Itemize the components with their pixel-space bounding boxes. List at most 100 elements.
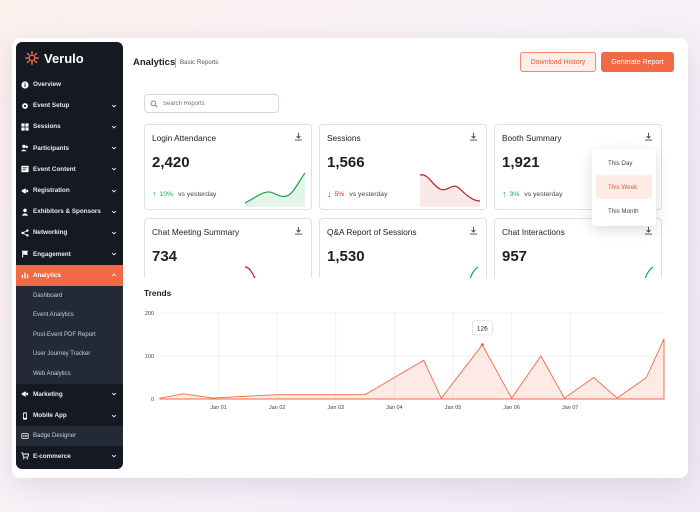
card-title: Sessions — [327, 133, 361, 143]
x-tick-label: Jan 01 — [210, 405, 227, 411]
sparkline-down — [244, 266, 256, 280]
chevron-down-icon — [111, 210, 117, 214]
dropdown-option-this-month[interactable]: This Month — [608, 207, 639, 215]
share-icon — [21, 229, 29, 237]
submenu-item-badge-designer[interactable]: Badge Designer — [16, 426, 123, 446]
chevron-down-icon — [111, 104, 117, 108]
card-chat-interactions[interactable]: Chat Interactions 957 — [494, 218, 662, 288]
sidebar-item-label: Registration — [33, 187, 70, 195]
trend-indicator: ↓ 5% vs yesterday — [327, 189, 387, 199]
card-value: 734 — [152, 248, 178, 265]
sidebar-item-mobile-app[interactable]: Mobile App — [16, 405, 123, 426]
card-value: 1,921 — [502, 154, 540, 171]
download-history-button[interactable]: Download History — [520, 52, 596, 72]
trend-indicator: ↑ 3% vs yesterday — [502, 189, 562, 199]
card-value: 2,420 — [152, 154, 190, 171]
submenu-item-user-journey-tracker[interactable]: User Journey Tracker — [33, 351, 91, 358]
sidebar-item-networking[interactable]: Networking — [16, 222, 123, 243]
brand-name: Verulo — [44, 50, 84, 66]
sidebar-item-label: Overview — [33, 81, 62, 89]
submenu-item-event-analytics[interactable]: Event Analytics — [33, 312, 74, 319]
card-qa-report-of-sessions[interactable]: Q&A Report of Sessions 1,530 — [319, 218, 487, 288]
download-icon[interactable] — [644, 132, 653, 141]
card-title: Chat Meeting Summary — [152, 227, 240, 237]
chevron-down-icon — [111, 455, 117, 458]
generate-report-button[interactable]: Generate Report — [601, 52, 674, 72]
brand-logo-icon — [25, 51, 39, 65]
chevron-down-icon — [111, 252, 117, 256]
search-box[interactable] — [144, 94, 279, 113]
flag-icon — [22, 250, 29, 258]
sidebar-item-ecommerce[interactable]: E-commerce — [16, 446, 123, 467]
y-tick-label: 0 — [151, 397, 154, 403]
sidebar-item-label: Networking — [33, 229, 68, 237]
chevron-down-icon — [111, 146, 117, 150]
users-icon — [21, 144, 28, 152]
cart-icon — [21, 452, 29, 460]
y-tick-label: 200 — [145, 311, 154, 317]
arrow-down-icon: ↓ — [327, 189, 332, 199]
card-sessions[interactable]: Sessions 1,566 ↓ 5% vs yesterday — [319, 124, 487, 210]
card-login-attendance[interactable]: Login Attendance 2,420 ↑ 10% vs yesterda… — [144, 124, 312, 210]
download-icon[interactable] — [294, 132, 303, 141]
card-value: 1,566 — [327, 154, 365, 171]
page-subtitle: Basic Reports — [180, 59, 219, 66]
card-chat-meeting-summary[interactable]: Chat Meeting Summary 734 — [144, 218, 312, 288]
page-title: Analytics — [133, 57, 176, 68]
sidebar-item-label: Event Content — [33, 165, 76, 173]
trend-percent: 10% — [159, 190, 174, 198]
sparkline-up — [644, 266, 654, 280]
peak-point[interactable] — [480, 343, 484, 347]
trend-compare: vs yesterday — [349, 190, 388, 198]
download-icon[interactable] — [644, 226, 653, 235]
badge-icon — [21, 433, 29, 439]
trend-compare: vs yesterday — [524, 190, 563, 198]
chevron-down-icon — [111, 231, 117, 235]
download-icon[interactable] — [294, 226, 303, 235]
x-tick-label: Jan 06 — [503, 405, 520, 411]
y-tick-label: 100 — [145, 354, 154, 360]
search-input[interactable] — [163, 100, 273, 107]
sidebar-item-engagement[interactable]: Engagement — [16, 244, 123, 265]
card-title: Login Attendance — [152, 133, 217, 143]
sidebar-item-exhibitors-sponsors[interactable]: Exhibitors & Sponsors — [16, 201, 123, 222]
chevron-down-icon — [111, 125, 117, 129]
x-tick-label: Jan 05 — [445, 405, 462, 411]
sidebar-item-label: Participants — [33, 144, 70, 152]
sidebar-item-overview[interactable]: Overview — [16, 74, 123, 95]
trend-indicator: ↑ 10% vs yesterday — [152, 189, 216, 199]
megaphone-icon — [21, 187, 29, 194]
gear-icon — [22, 102, 28, 109]
sidebar-item-participants[interactable]: Participants — [16, 138, 123, 159]
chart-tooltip-value: 126 — [477, 325, 488, 332]
user-icon — [21, 208, 29, 216]
chart-icon — [21, 272, 29, 279]
dropdown-option-this-day[interactable]: This Day — [608, 159, 633, 167]
submenu-item-dashboard[interactable]: Dashboard — [33, 292, 63, 299]
submenu-item-post-event-pdf-report[interactable]: Post-Event PDF Report — [33, 331, 96, 338]
sidebar-item-label: Engagement — [33, 250, 71, 258]
chart-tooltip — [471, 320, 493, 336]
download-icon[interactable] — [469, 132, 478, 141]
card-title: Booth Summary — [502, 133, 562, 143]
sidebar: Verulo Overview Event Setup Sessions Par… — [16, 42, 123, 469]
sidebar-item-event-content[interactable]: Event Content — [16, 159, 123, 180]
sidebar-item-label: Marketing — [33, 390, 63, 398]
dropdown-option-this-week[interactable]: This Week — [596, 175, 652, 199]
sidebar-item-marketing[interactable]: Marketing — [16, 384, 123, 405]
submenu-item-web-analytics[interactable]: Web Analytics — [33, 371, 71, 378]
sidebar-item-sessions[interactable]: Sessions — [16, 116, 123, 137]
sidebar-item-event-setup[interactable]: Event Setup — [16, 95, 123, 116]
brand[interactable]: Verulo — [16, 42, 123, 74]
megaphone-icon — [21, 391, 29, 398]
trend-percent: 5% — [334, 190, 345, 198]
card-value: 1,530 — [327, 248, 365, 265]
download-icon[interactable] — [469, 226, 478, 235]
sidebar-item-analytics[interactable]: Analytics — [16, 264, 123, 286]
header-divider — [175, 58, 176, 68]
chevron-down-icon — [111, 168, 117, 171]
trend-compare: vs yesterday — [178, 190, 217, 198]
sparkline-up — [469, 266, 479, 280]
sidebar-item-registration[interactable]: Registration — [16, 180, 123, 201]
sidebar-item-label: Analytics — [33, 271, 61, 279]
